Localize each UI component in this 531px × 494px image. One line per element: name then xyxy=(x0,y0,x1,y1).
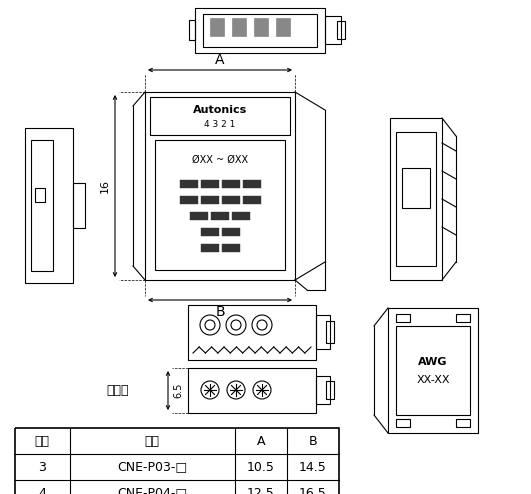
Bar xyxy=(190,212,208,220)
Bar xyxy=(243,180,261,188)
Bar xyxy=(456,314,470,322)
Text: 3: 3 xyxy=(38,460,46,474)
Bar xyxy=(222,196,240,204)
Text: 型号: 型号 xyxy=(144,435,159,448)
Bar xyxy=(222,244,240,252)
Bar xyxy=(390,118,442,280)
Text: 挤压后: 挤压后 xyxy=(107,383,129,397)
Text: CNE-P04-□: CNE-P04-□ xyxy=(117,487,187,494)
Text: 4: 4 xyxy=(38,487,46,494)
Bar xyxy=(388,308,478,433)
Text: 16: 16 xyxy=(100,179,110,193)
Text: A: A xyxy=(257,435,266,448)
Bar xyxy=(195,8,325,53)
Bar xyxy=(222,228,240,236)
Bar xyxy=(232,18,246,36)
Bar xyxy=(254,18,268,36)
Text: 10.5: 10.5 xyxy=(247,460,275,474)
Bar xyxy=(222,180,240,188)
Bar xyxy=(326,321,334,343)
Bar xyxy=(337,21,345,39)
Bar xyxy=(35,188,45,202)
Bar xyxy=(456,419,470,427)
Text: Autonics: Autonics xyxy=(193,105,247,115)
Bar xyxy=(402,168,430,208)
Bar xyxy=(201,244,219,252)
Bar xyxy=(201,196,219,204)
Text: ØXX ~ ØXX: ØXX ~ ØXX xyxy=(192,155,248,165)
Bar xyxy=(232,212,250,220)
Bar xyxy=(73,183,85,228)
Text: CNE-P03-□: CNE-P03-□ xyxy=(117,460,187,474)
Bar xyxy=(396,314,410,322)
Text: B: B xyxy=(215,305,225,319)
Text: 6.5: 6.5 xyxy=(173,382,183,398)
Bar xyxy=(25,128,73,283)
Text: 4 3 2 1: 4 3 2 1 xyxy=(204,120,236,128)
Bar xyxy=(189,20,195,40)
Bar xyxy=(180,180,198,188)
Bar xyxy=(180,196,198,204)
Bar xyxy=(201,228,219,236)
Bar xyxy=(150,97,290,135)
Bar xyxy=(276,18,290,36)
Bar xyxy=(325,16,341,44)
Bar xyxy=(31,140,53,271)
Text: 14.5: 14.5 xyxy=(299,460,327,474)
Bar xyxy=(211,212,229,220)
Bar xyxy=(316,315,330,349)
Text: B: B xyxy=(309,435,318,448)
Bar xyxy=(210,18,224,36)
Bar xyxy=(396,326,470,415)
Bar xyxy=(243,196,261,204)
Bar xyxy=(326,381,334,399)
Bar xyxy=(145,92,295,280)
Bar xyxy=(203,14,317,47)
Text: XX-XX: XX-XX xyxy=(416,375,450,385)
Text: A: A xyxy=(215,53,225,67)
Text: 针数: 针数 xyxy=(35,435,49,448)
Bar xyxy=(201,180,219,188)
Bar xyxy=(188,305,316,360)
Bar xyxy=(15,428,339,494)
Text: AWG: AWG xyxy=(418,357,448,367)
Bar xyxy=(155,140,285,270)
Text: (单位：mm): (单位：mm) xyxy=(382,493,426,494)
Bar xyxy=(316,376,330,404)
Text: 12.5: 12.5 xyxy=(247,487,275,494)
Bar xyxy=(396,132,436,266)
Text: 16.5: 16.5 xyxy=(299,487,327,494)
Bar xyxy=(188,368,316,413)
Bar xyxy=(396,419,410,427)
